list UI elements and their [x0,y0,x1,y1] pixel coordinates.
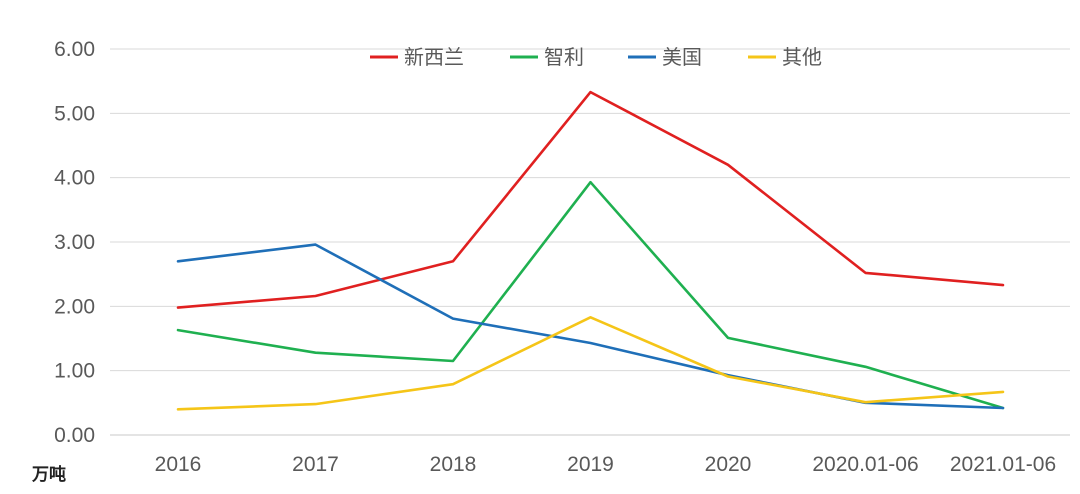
legend-label: 其他 [782,45,822,69]
series-lines [176,90,1005,411]
y-tick-label: 1.00 [54,360,95,383]
y-tick-label: 4.00 [54,167,95,190]
series-line-3 [176,243,1005,410]
y-tick-label: 2.00 [54,295,95,318]
x-tick-label: 2017 [292,453,339,476]
legend-label: 新西兰 [404,45,464,69]
y-tick-label: 6.00 [54,38,95,61]
series-line-4 [176,315,1005,411]
x-tick-label: 2021.01-06 [950,453,1056,476]
gridlines [110,48,1070,436]
x-tick-label: 2018 [430,453,477,476]
y-axis-unit-label: 万吨 [31,464,66,485]
y-axis-tick-labels: 0.00 1.00 2.00 3.00 4.00 5.00 6.00 [54,38,95,447]
x-tick-label: 2020.01-06 [812,453,918,476]
legend-label: 智利 [544,45,584,69]
y-tick-label: 3.00 [54,231,95,254]
series-line-2 [176,180,1005,410]
x-tick-label: 2016 [155,453,202,476]
y-tick-label: 0.00 [54,424,95,447]
series-line-1 [176,90,1005,309]
y-tick-label: 5.00 [54,102,95,125]
legend: 新西兰 智利 美国 其他 [370,45,822,69]
x-tick-label: 2020 [705,453,752,476]
x-tick-label: 2019 [567,453,614,476]
legend-label: 美国 [662,45,702,69]
x-axis-tick-labels: 2016 2017 2018 2019 2020 2020.01-06 2021.01-06 [155,453,1056,476]
